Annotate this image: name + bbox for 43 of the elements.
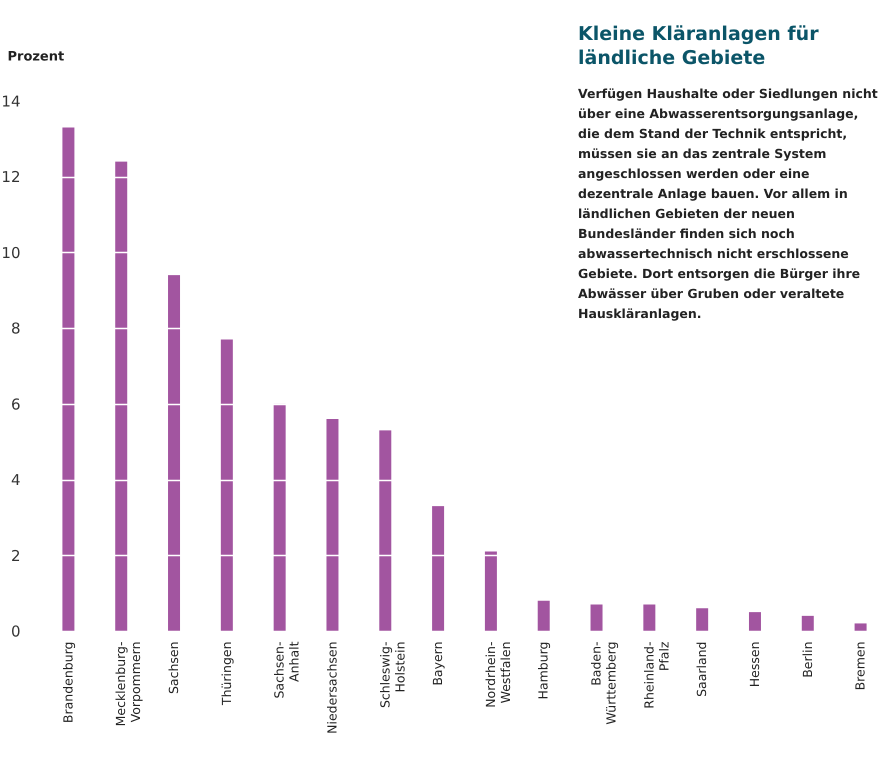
x-tick-label: Baden-Württemberg bbox=[588, 642, 619, 725]
y-tick-label: 0 bbox=[10, 622, 20, 640]
bar bbox=[168, 275, 180, 631]
x-tick-label: Bayern bbox=[430, 642, 446, 686]
bar bbox=[590, 604, 603, 631]
x-tick-label: Thüringen bbox=[218, 642, 234, 706]
x-tick-label: Niedersachsen bbox=[324, 642, 340, 734]
x-tick-label: Mecklenburg-Vorpommern bbox=[113, 642, 144, 726]
bar bbox=[432, 506, 444, 631]
x-tick-label: Rheinland-Pfalz bbox=[641, 641, 672, 709]
x-tick-label: Sachsen-Anhalt bbox=[272, 641, 302, 699]
text: Verfügen Haushalte oder Siedlungen nicht über eine Abwasserentsorgungsanlage, die dem Stand der Technik entspricht, müssen sie an das zentrale System angeschlossen werden oder eine dezentrale Anlage bauen. Vor allem in ländlichen Gebieten der neuen Bundesländer finden sich noch abwassertechnisch nicht erschlossene Gebiete. Dort entsorgen die Bürger ihre Abwässer über Gruben oder veraltete Hauskläranlagen. bbox=[578, 86, 878, 321]
x-tick-label: Berlin bbox=[800, 642, 815, 678]
x-tick-label: Nordrhein-Westfalen bbox=[482, 642, 513, 708]
bar bbox=[696, 608, 708, 631]
y-tick-label: 14 bbox=[1, 92, 20, 110]
x-tick-label: Brandenburg bbox=[60, 642, 76, 724]
bar bbox=[748, 612, 761, 631]
x-tick-label: Hamburg bbox=[536, 642, 551, 700]
x-tick-label: Hessen bbox=[746, 642, 762, 688]
x-tick-label: Sachsen bbox=[166, 642, 182, 694]
chart-title: Kleine Kläranlagen für ländliche Gebiete bbox=[578, 22, 820, 70]
y-axis-title: Prozent bbox=[8, 50, 64, 64]
bar bbox=[274, 404, 286, 631]
bar bbox=[802, 616, 814, 631]
y-tick-label: 2 bbox=[10, 546, 20, 565]
bar bbox=[220, 340, 233, 631]
bar bbox=[643, 604, 656, 631]
bar bbox=[538, 600, 550, 631]
x-tick-label: Saarland bbox=[694, 642, 710, 697]
y-tick-label: 8 bbox=[10, 320, 20, 338]
x-tick-label: Bremen bbox=[852, 642, 868, 690]
bar bbox=[326, 419, 338, 631]
y-tick-label: 10 bbox=[1, 244, 20, 262]
y-tick-label: 4 bbox=[10, 471, 20, 490]
bar bbox=[62, 128, 74, 631]
bar bbox=[484, 552, 497, 631]
bar bbox=[379, 430, 392, 631]
y-tick-label: 6 bbox=[10, 395, 20, 414]
y-tick-label: 12 bbox=[1, 168, 20, 186]
bar bbox=[854, 623, 867, 631]
x-tick-label: Schleswig-Holstein bbox=[377, 642, 408, 708]
bar bbox=[115, 162, 128, 631]
